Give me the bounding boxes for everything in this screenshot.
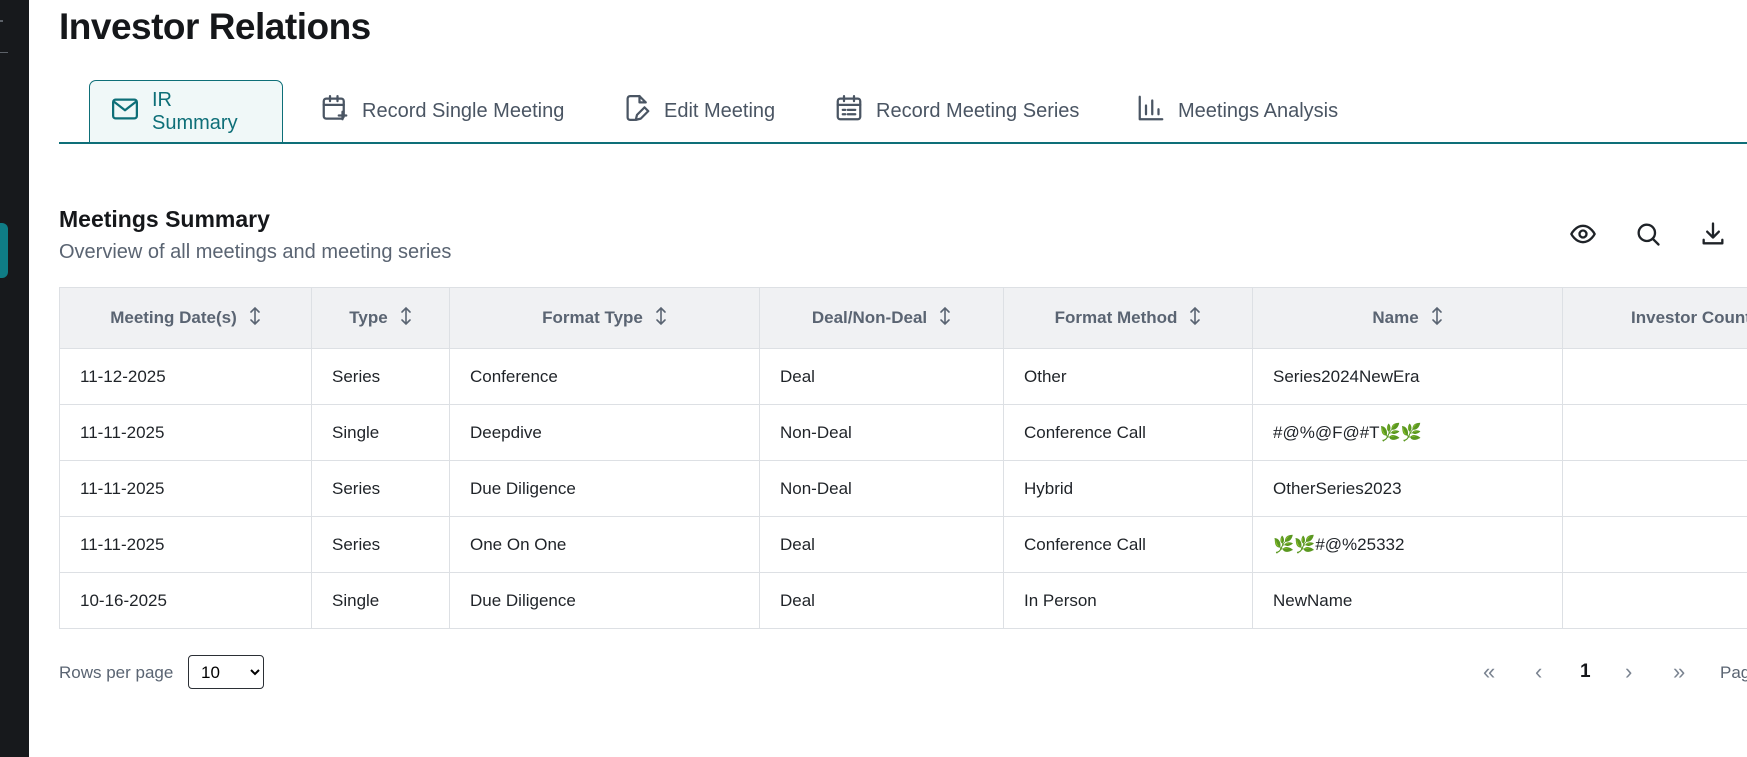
main-content: Investor Relations IR Summary Record Sin… <box>59 0 1747 757</box>
cell-investor-count <box>1562 404 1747 461</box>
tab-ir-summary[interactable]: IR Summary <box>89 80 283 142</box>
tab-label: Edit Meeting <box>664 99 776 122</box>
tab-label: Record Meeting Series <box>876 99 1080 122</box>
tab-label: Record Single Meeting <box>362 99 565 122</box>
page-title: Investor Relations <box>59 6 371 47</box>
tab-bar: IR Summary Record Single Meeting Edit Me… <box>59 80 1747 144</box>
sort-icon[interactable] <box>400 306 412 331</box>
last-page-button[interactable]: » <box>1673 659 1686 684</box>
cell-type: Series <box>311 348 450 405</box>
previous-page-button[interactable]: ‹ <box>1535 659 1543 684</box>
sidebar-mark <box>0 20 3 22</box>
cell-meeting-date: 11-11-2025 <box>59 516 312 573</box>
calendar-plus-icon <box>320 93 350 129</box>
cell-format-method: Other <box>1003 348 1253 405</box>
sidebar <box>0 0 29 757</box>
sidebar-active-indicator[interactable] <box>0 223 8 278</box>
cell-type: Series <box>311 460 450 517</box>
table-row[interactable]: 11-11-2025 Series Due Diligence Non-Deal… <box>59 460 1747 517</box>
cell-format-type: One On One <box>449 516 760 573</box>
cell-deal: Non-Deal <box>759 404 1004 461</box>
tab-edit-meeting[interactable]: Edit Meeting <box>622 80 775 142</box>
cell-format-type: Conference <box>449 348 760 405</box>
download-button[interactable] <box>1697 220 1729 252</box>
pagination-bar: Rows per page 10 « ‹ 1 › » Pag <box>59 655 1747 691</box>
sort-icon[interactable] <box>939 306 951 331</box>
cell-deal: Deal <box>759 348 1004 405</box>
search-icon <box>1634 220 1662 253</box>
sidebar-divider <box>0 52 8 53</box>
bar-chart-icon <box>1136 93 1166 129</box>
table-row[interactable]: 11-11-2025 Series One On One Deal Confer… <box>59 516 1747 573</box>
cell-format-type: Due Diligence <box>449 572 760 629</box>
column-header-format-type[interactable]: Format Type <box>449 287 760 349</box>
column-header-meeting-dates[interactable]: Meeting Date(s) <box>59 287 312 349</box>
tab-label: IR Summary <box>152 88 238 134</box>
cell-investor-count <box>1562 348 1747 405</box>
next-page-button[interactable]: › <box>1625 659 1633 684</box>
cell-format-type: Due Diligence <box>449 460 760 517</box>
table-header-row: Meeting Date(s) Type Format Type Deal/No… <box>59 287 1747 349</box>
cell-investor-count <box>1562 572 1747 629</box>
cell-investor-count <box>1562 516 1747 573</box>
column-header-investor-count[interactable]: Investor Count <box>1562 287 1747 349</box>
cell-format-method: Hybrid <box>1003 460 1253 517</box>
sort-icon[interactable] <box>249 306 261 331</box>
cell-name: NewName <box>1252 572 1563 629</box>
cell-type: Single <box>311 572 450 629</box>
search-button[interactable] <box>1632 220 1664 252</box>
toggle-columns-button[interactable] <box>1567 220 1599 252</box>
cell-deal: Deal <box>759 516 1004 573</box>
cell-name: 🌿🌿#@%25332 <box>1252 516 1563 573</box>
cell-format-method: Conference Call <box>1003 404 1253 461</box>
tab-meetings-analysis[interactable]: Meetings Analysis <box>1136 80 1338 142</box>
download-icon <box>1699 220 1727 253</box>
cell-format-method: Conference Call <box>1003 516 1253 573</box>
column-header-name[interactable]: Name <box>1252 287 1563 349</box>
sort-icon[interactable] <box>655 306 667 331</box>
column-header-deal-non-deal[interactable]: Deal/Non-Deal <box>759 287 1004 349</box>
calendar-list-icon <box>834 93 864 129</box>
tab-label: Meetings Analysis <box>1178 99 1339 122</box>
meetings-table: Meeting Date(s) Type Format Type Deal/No… <box>59 287 1747 629</box>
cell-meeting-date: 11-11-2025 <box>59 460 312 517</box>
cell-meeting-date: 11-11-2025 <box>59 404 312 461</box>
cell-deal: Non-Deal <box>759 460 1004 517</box>
current-page[interactable]: 1 <box>1580 661 1591 682</box>
cell-name: OtherSeries2023 <box>1252 460 1563 517</box>
tab-record-single-meeting[interactable]: Record Single Meeting <box>320 80 564 142</box>
sort-icon[interactable] <box>1189 306 1201 331</box>
cell-name: Series2024NewEra <box>1252 348 1563 405</box>
column-header-type[interactable]: Type <box>311 287 450 349</box>
page-label: Pag <box>1720 663 1747 682</box>
cell-format-method: In Person <box>1003 572 1253 629</box>
cell-type: Series <box>311 516 450 573</box>
table-row[interactable]: 11-11-2025 Single Deepdive Non-Deal Conf… <box>59 404 1747 461</box>
rows-per-page-label: Rows per page <box>59 663 174 682</box>
section-subtitle: Overview of all meetings and meeting ser… <box>59 241 452 263</box>
file-edit-icon <box>622 93 652 129</box>
eye-icon <box>1569 220 1597 253</box>
section-title: Meetings Summary <box>59 206 270 232</box>
cell-investor-count <box>1562 460 1747 517</box>
table-row[interactable]: 10-16-2025 Single Due Diligence Deal In … <box>59 572 1747 629</box>
rows-per-page-select[interactable]: 10 <box>188 655 264 689</box>
first-page-button[interactable]: « <box>1483 659 1496 684</box>
cell-deal: Deal <box>759 572 1004 629</box>
cell-name: #@%@F@#T🌿🌿 <box>1252 404 1563 461</box>
cell-meeting-date: 11-12-2025 <box>59 348 312 405</box>
cell-meeting-date: 10-16-2025 <box>59 572 312 629</box>
mail-icon <box>110 94 140 130</box>
cell-type: Single <box>311 404 450 461</box>
column-header-format-method[interactable]: Format Method <box>1003 287 1253 349</box>
tab-record-meeting-series[interactable]: Record Meeting Series <box>834 80 1079 142</box>
sort-icon[interactable] <box>1431 306 1443 331</box>
cell-format-type: Deepdive <box>449 404 760 461</box>
table-row[interactable]: 11-12-2025 Series Conference Deal Other … <box>59 348 1747 405</box>
